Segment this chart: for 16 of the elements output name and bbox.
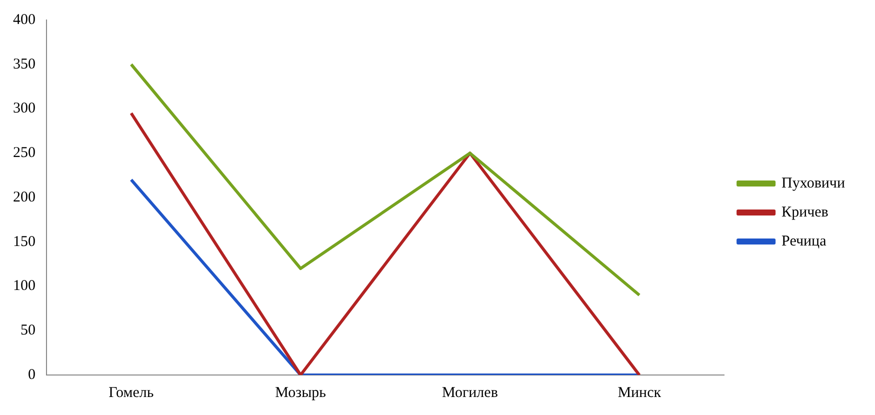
y-tick-label: 0 [28,366,36,383]
x-tick-label: Минск [618,384,662,401]
y-tick-label: 50 [20,322,36,339]
legend-label: Пуховичи [782,175,846,192]
x-tick-label: Гомель [108,384,154,401]
x-tick-label: Могилев [442,384,498,401]
y-tick-label: 350 [13,56,36,72]
legend-label: Речица [782,233,827,250]
y-tick-label: 150 [13,234,36,250]
y-tick-label: 400 [13,12,36,28]
y-tick-label: 250 [13,145,36,162]
x-tick-label: Мозырь [275,384,326,401]
legend-label: Кричев [782,204,828,220]
y-tick-label: 300 [13,100,36,117]
y-tick-label: 100 [13,278,36,294]
y-tick-label: 200 [13,189,36,206]
